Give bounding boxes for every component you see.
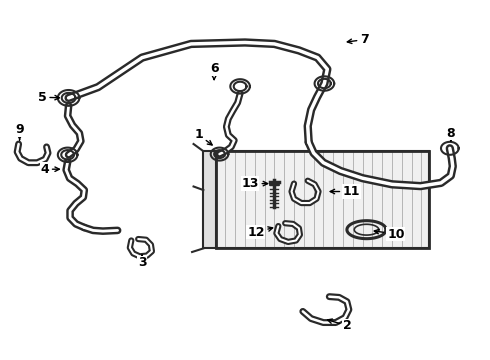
Text: 1: 1 bbox=[195, 129, 212, 145]
Text: 10: 10 bbox=[374, 228, 405, 240]
Text: 4: 4 bbox=[40, 163, 59, 176]
Text: 3: 3 bbox=[138, 255, 147, 269]
Text: 11: 11 bbox=[330, 185, 361, 198]
Text: 2: 2 bbox=[327, 319, 352, 332]
Text: 12: 12 bbox=[247, 226, 272, 239]
Text: 7: 7 bbox=[347, 33, 369, 46]
Bar bbox=[203, 151, 216, 248]
Text: 9: 9 bbox=[15, 123, 24, 140]
Text: 8: 8 bbox=[446, 127, 455, 141]
Text: 13: 13 bbox=[242, 177, 268, 190]
Bar bbox=[216, 151, 429, 248]
Text: 5: 5 bbox=[38, 91, 59, 104]
Bar bbox=[216, 151, 429, 248]
Text: 6: 6 bbox=[210, 62, 219, 80]
